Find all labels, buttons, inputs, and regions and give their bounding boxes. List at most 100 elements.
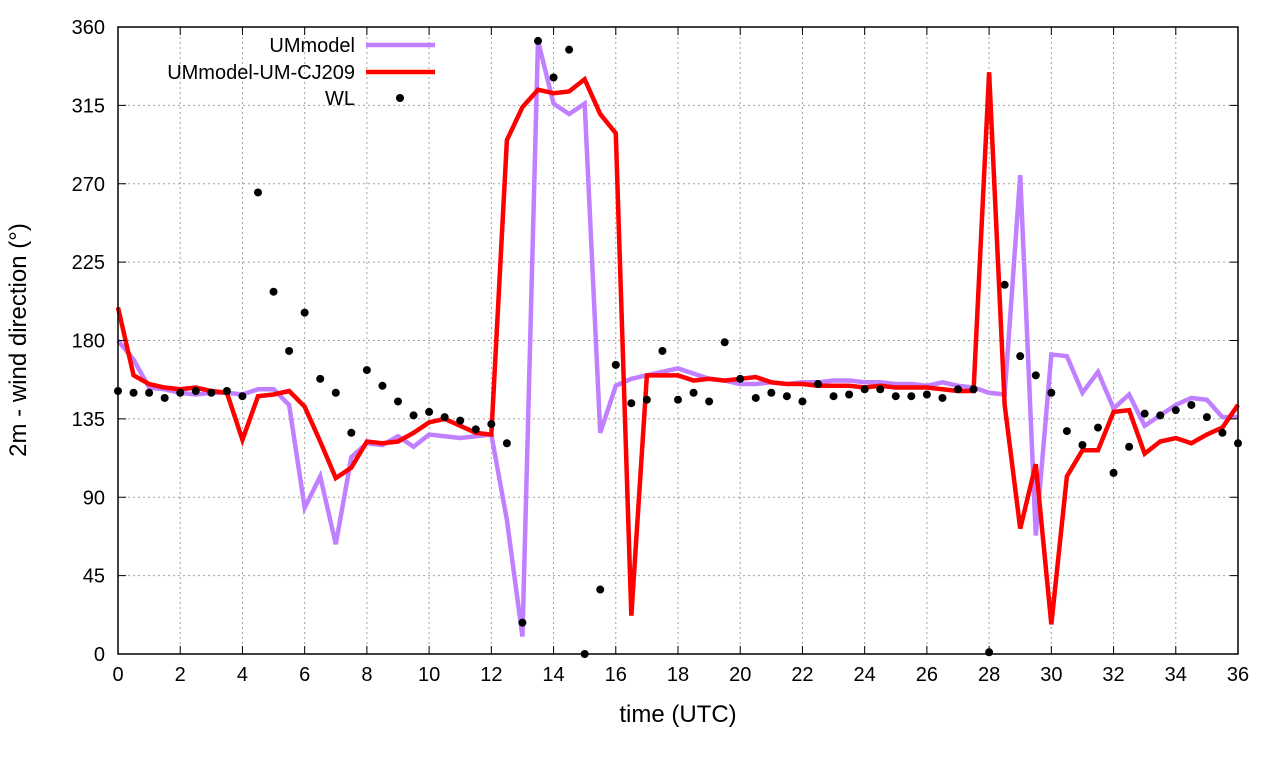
data-point-wl: [347, 428, 356, 437]
data-point-wl: [409, 411, 418, 420]
data-point-wl: [565, 45, 574, 54]
ticks: 0 2 4 6 8 10 12 14 16 18 20 22 24 26 28 30 32 34 360459013…: [72, 17, 1250, 686]
data-point-wl: [1171, 406, 1180, 415]
data-point-wl: [456, 416, 465, 425]
data-point-wl: [425, 407, 434, 416]
data-point-wl: [611, 360, 620, 369]
legend-swatch-wl: [396, 94, 404, 102]
x-tick-label: 8: [361, 664, 372, 686]
x-tick-label: 14: [542, 664, 564, 686]
x-tick-label: 4: [237, 664, 248, 686]
y-tick-label: 135: [72, 409, 105, 431]
data-point-wl: [1202, 413, 1211, 422]
y-tick-label: 315: [72, 95, 105, 117]
x-tick-label: 16: [605, 664, 627, 686]
data-point-wl: [751, 393, 760, 402]
data-point-wl: [176, 388, 185, 397]
data-point-wl: [238, 392, 247, 401]
data-point-wl: [954, 385, 962, 394]
legend-label: WL: [325, 88, 355, 110]
data-point-wl: [627, 399, 636, 408]
data-point-wl: [798, 397, 807, 406]
y-axis-label: 2m - wind direction (°): [5, 223, 32, 457]
data-point-wl: [814, 380, 822, 389]
data-point-wl: [191, 387, 200, 396]
x-tick-label: 10: [418, 664, 440, 686]
data-point-wl: [362, 366, 371, 375]
data-point-wl: [969, 385, 978, 394]
x-tick-label: 26: [916, 664, 938, 686]
x-tick-label: 34: [1165, 664, 1187, 686]
data-point-wl: [1187, 400, 1196, 409]
data-point-wl: [269, 287, 278, 296]
data-point-wl: [1016, 352, 1025, 361]
data-point-wl: [1062, 427, 1071, 436]
data-point-wl: [689, 388, 698, 397]
data-point-wl: [736, 374, 745, 383]
x-tick-label: 28: [978, 664, 1000, 686]
y-tick-label: 45: [83, 566, 105, 588]
y-tick-label: 180: [72, 331, 105, 353]
data-point-wl: [471, 425, 480, 434]
data-point-wl: [316, 374, 325, 383]
data-point-wl: [922, 390, 931, 399]
data-point-wl: [1078, 441, 1087, 449]
data-point-wl: [1156, 411, 1165, 420]
x-tick-label: 36: [1227, 664, 1249, 686]
y-tick-label: 90: [83, 487, 105, 509]
data-point-wl: [845, 390, 854, 399]
data-point-wl: [222, 387, 231, 396]
y-tick-label: 360: [72, 17, 105, 39]
data-point-wl: [767, 388, 776, 397]
data-point-wl: [207, 388, 216, 397]
data-point-wl: [549, 73, 558, 82]
data-point-wl: [1031, 371, 1040, 380]
data-point-wl: [1109, 468, 1118, 477]
data-point-wl: [394, 397, 402, 406]
data-point-wl: [860, 385, 869, 394]
data-point-wl: [487, 420, 496, 429]
data-point-wl: [705, 397, 714, 406]
data-point-wl: [1125, 442, 1134, 451]
series-layer: [114, 36, 1242, 658]
x-tick-label: 18: [667, 664, 689, 686]
grid: [118, 27, 1238, 654]
data-point-wl: [331, 388, 340, 397]
data-point-wl: [720, 338, 729, 347]
data-point-wl: [300, 308, 309, 317]
data-point-wl: [829, 392, 838, 401]
data-point-wl: [1047, 388, 1056, 397]
data-point-wl: [1000, 280, 1009, 289]
x-tick-label: 24: [854, 664, 876, 686]
data-point-wl: [782, 392, 791, 401]
y-tick-label: 225: [72, 252, 105, 274]
data-point-wl: [876, 385, 885, 394]
data-point-wl: [145, 388, 154, 397]
data-point-wl: [658, 346, 667, 355]
data-point-wl: [378, 381, 387, 390]
x-tick-label: 22: [791, 664, 813, 686]
data-point-wl: [129, 388, 138, 397]
data-point-wl: [1218, 428, 1227, 437]
x-tick-label: 32: [1102, 664, 1124, 686]
x-tick-label: 2: [175, 664, 186, 686]
data-point-wl: [907, 392, 916, 401]
data-point-wl: [938, 393, 947, 402]
data-point-wl: [642, 395, 651, 404]
data-point-wl: [440, 413, 449, 422]
data-point-wl: [1094, 423, 1102, 432]
data-point-wl: [254, 188, 262, 197]
series-line-ummodel-um-cj209: [115, 72, 1240, 625]
data-point-wl: [596, 585, 605, 594]
x-tick-label: 30: [1040, 664, 1062, 686]
y-tick-label: 0: [94, 644, 105, 666]
data-point-wl: [285, 346, 294, 355]
data-point-wl: [891, 392, 900, 401]
x-tick-label: 0: [112, 664, 123, 686]
x-tick-label: 12: [480, 664, 502, 686]
data-point-wl: [160, 393, 169, 402]
data-point-wl: [1140, 409, 1149, 418]
data-point-wl: [674, 395, 682, 404]
y-tick-label: 270: [72, 174, 105, 196]
